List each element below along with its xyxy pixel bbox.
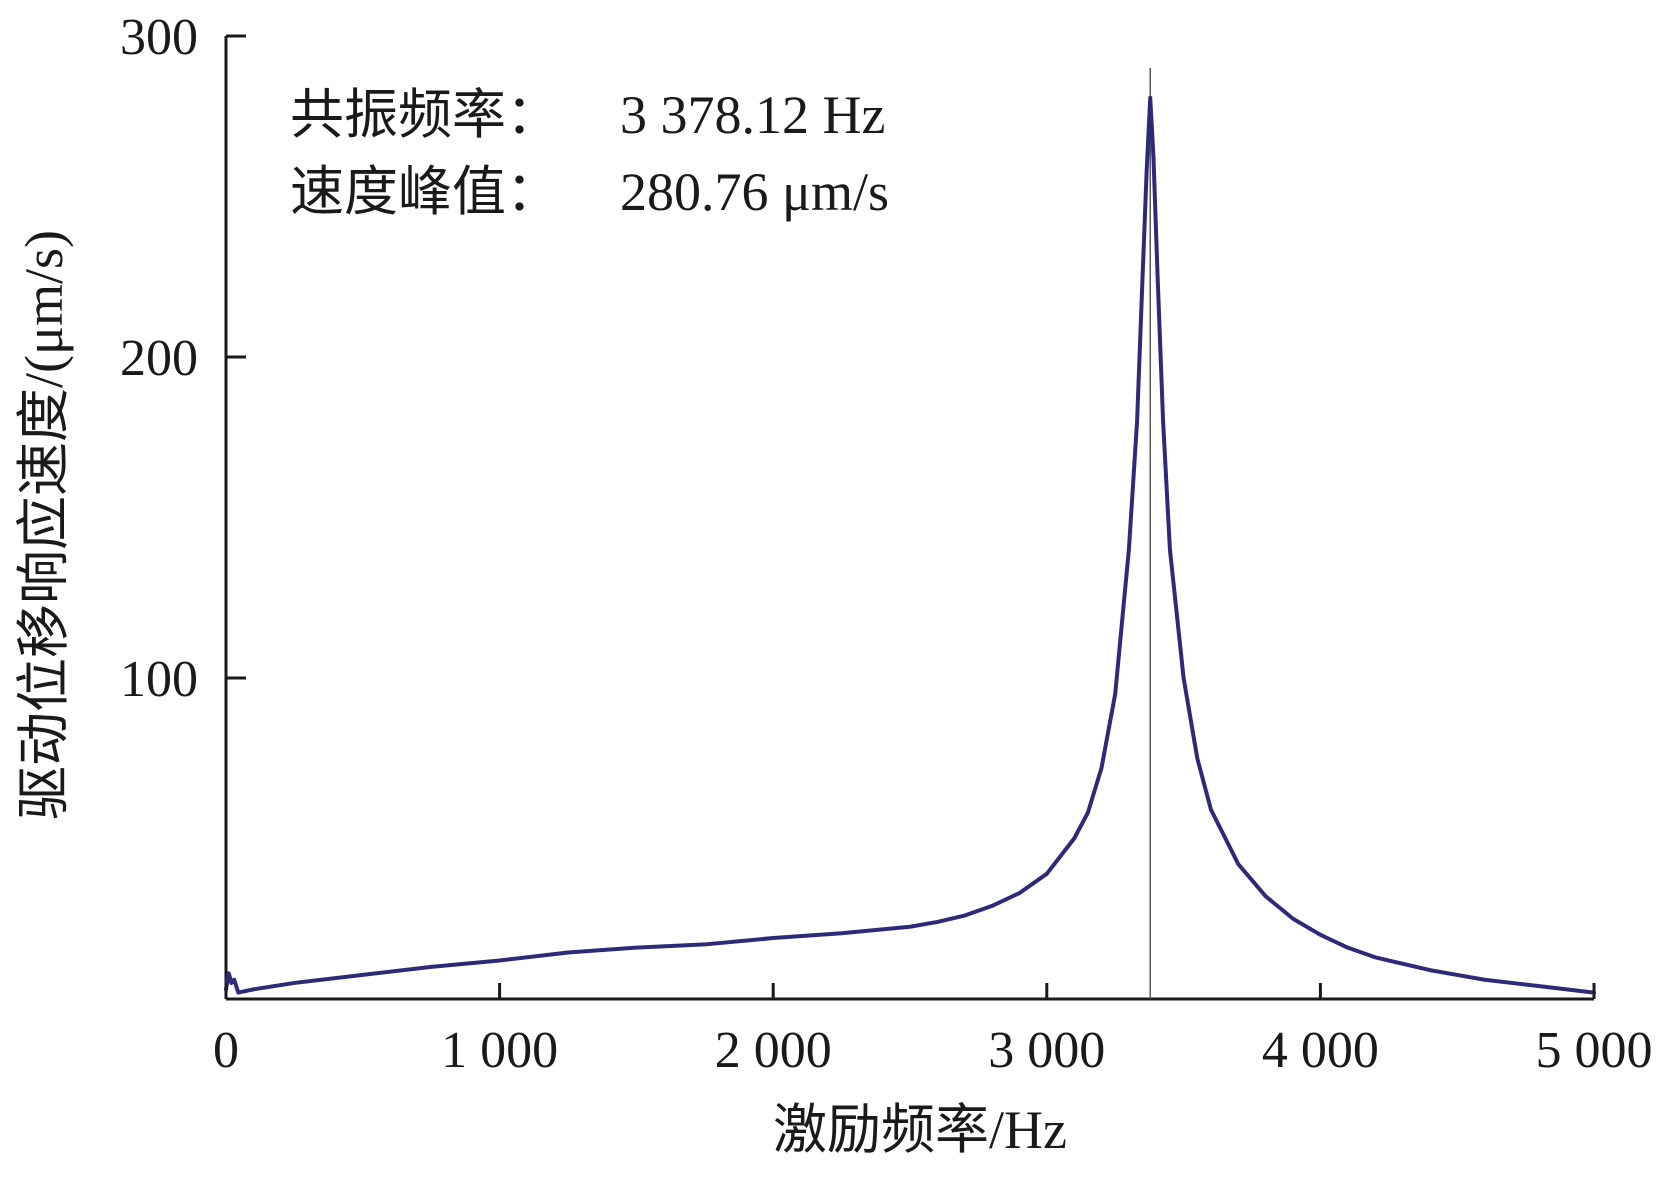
data-point [1428,968,1432,972]
data-point [233,978,236,981]
data-point [1264,895,1267,898]
data-point [1346,946,1349,949]
data-point [1156,275,1159,278]
y-tick-label: 300 [120,9,198,66]
data-point [1149,96,1152,99]
x-tick-label: 0 [213,1022,239,1079]
data-point [1209,808,1213,811]
data-point [1086,811,1090,815]
y-tick-label: 200 [120,330,198,387]
data-point [1168,548,1172,551]
y-axis-ticks: 100 200 300 [120,9,246,708]
data-point [908,925,912,928]
data-point [990,904,994,908]
data-point [1319,933,1322,936]
data-point [963,914,966,917]
data-point [1072,837,1076,840]
peak-velocity-value: 280.76 μm/s [620,162,889,222]
data-point [1401,962,1404,965]
data-point [430,965,433,969]
x-tick-label: 4 000 [1262,1022,1379,1079]
x-tick-label: 5 000 [1536,1022,1653,1079]
data-point [1127,548,1131,551]
data-point [1161,420,1165,423]
data-point [1510,981,1514,985]
data-point [1018,891,1021,895]
data-point [772,936,775,940]
data-point [293,981,296,985]
data-point [227,972,230,975]
data-point [252,988,255,991]
data-point [1145,169,1148,173]
data-point [1291,917,1295,920]
x-tick-label: 1 000 [441,1022,558,1079]
data-point [1114,692,1117,696]
resonance-frequency-label: 共振频率： [290,85,560,145]
data-point [840,932,843,935]
y-tick-label: 100 [120,651,198,708]
peak-velocity-label: 速度峰值： [290,162,560,222]
axes [224,36,1594,1001]
series-line [224,95,1596,995]
data-point [1483,978,1486,981]
data-point [1373,956,1377,959]
data-point [1100,766,1103,770]
data-point [936,920,939,924]
data-point [1135,420,1139,423]
data-point [1045,872,1049,876]
data-point [230,981,233,985]
data-point [1182,676,1185,680]
data-point [1456,973,1459,977]
data-point [1565,988,1568,991]
series-layer [224,68,1596,999]
data-point [1237,862,1240,866]
data-point [361,973,364,977]
data-point [566,951,570,954]
x-tick-label: 2 000 [715,1022,832,1079]
resonance-frequency-value: 3 378.12 Hz [620,85,885,145]
data-point [635,946,638,949]
data-point [237,991,240,994]
data-point [1538,984,1541,988]
data-point [1196,757,1199,760]
data-point [1152,156,1155,160]
x-axis-ticks: 0 1 000 2 000 3 000 4 000 5 000 [213,983,1653,1079]
data-point [703,943,706,946]
annotation-box: 共振频率： 3 378.12 Hz 速度峰值： 280.76 μm/s [290,85,889,222]
y-axis-title: 驱动位移响应速度/(μm/s) [14,230,74,820]
data-point [1141,275,1144,278]
x-tick-label: 3 000 [988,1022,1105,1079]
data-point [498,959,501,962]
x-axis-title: 激励频率/Hz [773,1100,1067,1160]
